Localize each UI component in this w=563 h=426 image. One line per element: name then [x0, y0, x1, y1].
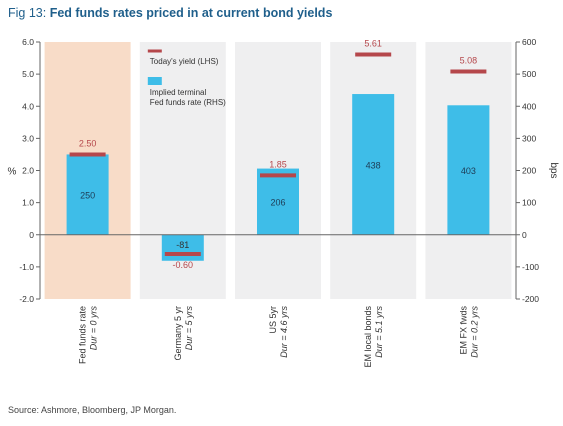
category-name: Germany 5 yr: [173, 306, 183, 361]
right-tick-label: 500: [522, 69, 536, 79]
figure-title-text: Fed funds rates priced in at current bon…: [49, 6, 333, 20]
left-tick-label: 0: [29, 230, 34, 240]
right-tick-label: 300: [522, 133, 536, 143]
category-duration: Dur = 5.1 yrs: [374, 306, 384, 358]
category-duration: Dur = 4.6 yrs: [279, 306, 289, 358]
bar-value-label: 403: [461, 166, 476, 176]
category-name: EM FX fwds: [458, 306, 468, 355]
legend-label-implied-1: Implied terminal: [150, 88, 207, 97]
category-name: US 5yr: [268, 306, 278, 334]
bar-value-label: 206: [270, 198, 285, 208]
source-note: Source: Ashmore, Bloomberg, JP Morgan.: [8, 405, 177, 415]
right-tick-label: 100: [522, 198, 536, 208]
category-label: EM FX fwds Dur = 0.2 yrs: [458, 306, 479, 358]
bar-value-label: 250: [80, 191, 95, 201]
category-duration: Dur = 0 yrs: [89, 306, 99, 351]
bar-value-label: 438: [366, 160, 381, 170]
bar: [257, 168, 299, 235]
category-label: US 5yr Dur = 4.6 yrs: [268, 306, 289, 358]
left-axis-title: %: [8, 167, 17, 178]
left-tick-label: 6.0: [22, 37, 34, 47]
legend-swatch-implied: [147, 77, 162, 85]
right-tick-label: 200: [522, 166, 536, 176]
figure-title: Fig 13: Fed funds rates priced in at cur…: [8, 6, 332, 20]
bar-value-label: -81: [176, 240, 189, 250]
right-tick-label: -100: [522, 262, 539, 272]
left-tick-label: 2.0: [22, 166, 34, 176]
right-tick-label: 0: [522, 230, 527, 240]
category-label: EM local bonds Dur = 5.1 yrs: [363, 306, 384, 368]
category-name: EM local bonds: [363, 306, 373, 368]
legend-label-yield: Today's yield (LHS): [150, 57, 219, 66]
category-duration: Dur = 5 yrs: [184, 306, 194, 351]
left-tick-label: 5.0: [22, 69, 34, 79]
left-tick-label: 3.0: [22, 133, 34, 143]
category-label: Germany 5 yr Dur = 5 yrs: [173, 306, 194, 361]
category-duration: Dur = 0.2 yrs: [469, 306, 479, 358]
yield-value-label: 2.50: [79, 138, 97, 148]
left-tick-label: -1.0: [19, 262, 34, 272]
legend-label-implied-2: Fed funds rate (RHS): [150, 98, 226, 107]
category-name: Fed funds rate: [78, 306, 88, 364]
left-tick-label: 4.0: [22, 101, 34, 111]
bar: [447, 105, 490, 235]
right-tick-label: -200: [522, 294, 539, 304]
yield-value-label: 5.08: [460, 56, 478, 66]
bar: [161, 234, 204, 261]
left-tick-label: -2.0: [19, 294, 34, 304]
figure-number: Fig 13:: [8, 6, 47, 20]
yield-value-label: 1.85: [269, 159, 287, 169]
left-tick-label: 1.0: [22, 198, 34, 208]
right-tick-label: 400: [522, 101, 536, 111]
bar: [66, 154, 109, 235]
right-axis-title: bps: [548, 162, 559, 178]
category-label: Fed funds rate Dur = 0 yrs: [78, 306, 99, 365]
yield-value-label: 5.61: [364, 39, 382, 49]
right-tick-label: 600: [522, 37, 536, 47]
bar: [352, 94, 395, 235]
yield-value-label: -0.60: [173, 260, 194, 270]
